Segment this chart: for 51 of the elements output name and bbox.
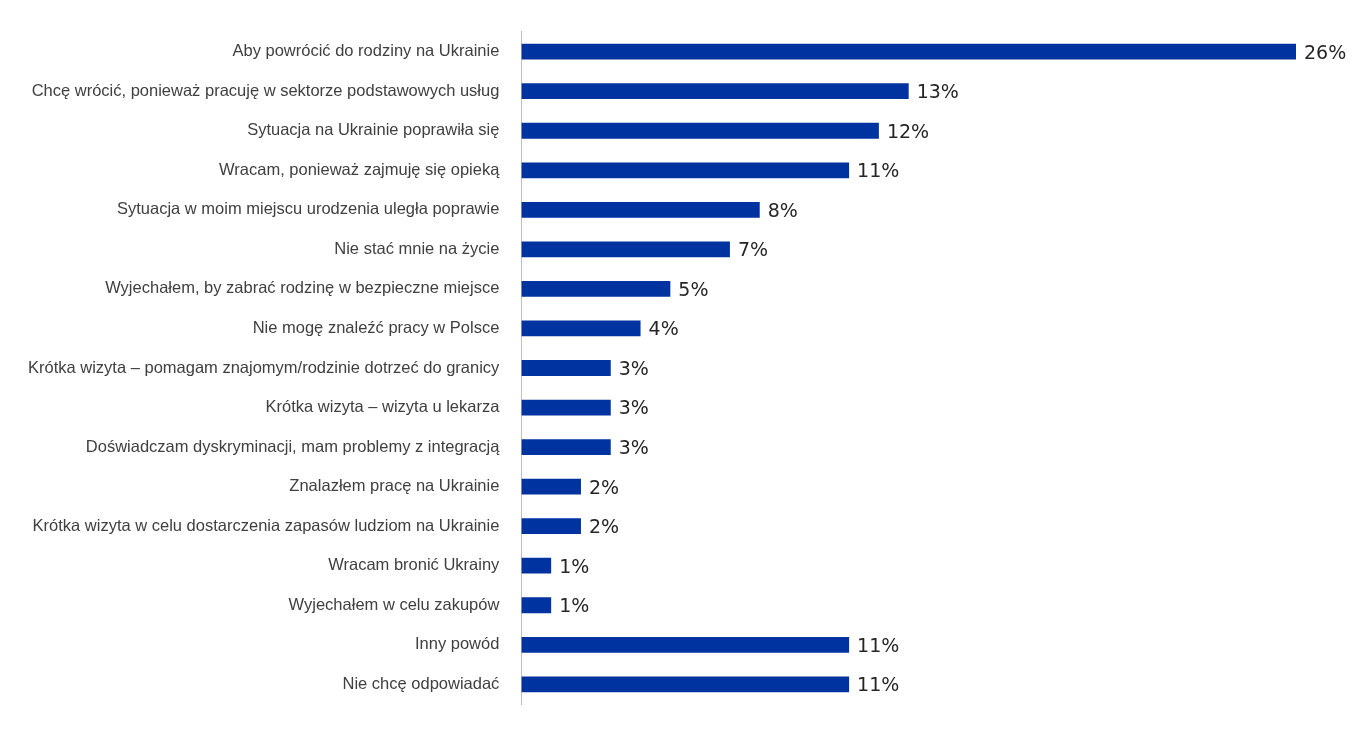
- data-label: 5%: [678, 277, 709, 300]
- y-tick-label: Nie chcę odpowiadać: [342, 673, 500, 692]
- data-label: 2%: [588, 475, 620, 498]
- bar: [521, 43, 1296, 60]
- bar: [521, 518, 581, 535]
- data-label: 11%: [857, 673, 900, 696]
- y-tick-label: Inny powód: [414, 634, 500, 653]
- bar: [521, 241, 730, 258]
- bar: [521, 83, 909, 100]
- y-tick-label: Wracam bronić Ukrainy: [328, 555, 501, 574]
- data-label: 1%: [559, 594, 590, 617]
- data-label: 8%: [767, 198, 798, 221]
- bar: [521, 281, 671, 297]
- data-label: 2%: [588, 515, 620, 538]
- y-tick-label: Sytuacja w moim miejscu urodzenia uległa poprawie: [116, 199, 500, 218]
- bar: [521, 320, 641, 337]
- bar: [521, 597, 552, 614]
- bar: [521, 162, 850, 179]
- bar: [521, 122, 879, 139]
- y-tick-label: Krótka wizyta – wizyta u lekarza: [265, 397, 501, 416]
- data-label: 3%: [618, 436, 649, 459]
- bar: [521, 201, 760, 218]
- y-tick-label: Doświadczam dyskryminacji, mam problemy z integracją: [85, 436, 501, 455]
- y-tick-label: Sytuacja na Ukrainie poprawiła się: [247, 120, 500, 139]
- y-tick-label: Znalazłem pracę na Ukrainie: [289, 476, 500, 495]
- y-tick-label: Nie mogę znaleźć pracy w Polsce: [252, 318, 500, 337]
- bar: [521, 478, 581, 495]
- y-tick-label: Aby powrócić do rodziny na Ukrainie: [232, 41, 500, 60]
- data-label: 3%: [618, 396, 649, 419]
- bar: [521, 636, 850, 653]
- y-tick-label: Krótka wizyta – pomagam znajomym/rodzinie dotrzeć do granicy: [27, 357, 501, 376]
- data-label: 12%: [886, 119, 930, 142]
- data-label: 11%: [857, 159, 900, 182]
- bar: [521, 360, 611, 376]
- y-tick-label: Krótka wizyta w celu dostarczenia zapasów ludziom na Ukrainie: [32, 515, 500, 534]
- y-tick-label: Chcę wrócić, ponieważ pracuję w sektorze podstawowych usług: [31, 80, 500, 99]
- data-label: 13%: [916, 80, 959, 103]
- bar: [521, 439, 611, 455]
- data-label: 1%: [559, 554, 590, 577]
- data-label: 4%: [648, 317, 679, 340]
- bar: [521, 676, 850, 693]
- y-tick-label: Wracam, ponieważ zajmuję się opieką: [219, 159, 501, 178]
- data-label: 7%: [737, 238, 769, 261]
- data-label: 11%: [857, 633, 900, 656]
- y-tick-label: Nie stać mnie na życie: [334, 238, 500, 257]
- data-label: 3%: [618, 356, 649, 379]
- bar: [521, 557, 552, 574]
- y-tick-label: Wyjechałem, by zabrać rodzinę w bezpieczne miejsce: [105, 278, 500, 297]
- data-label: 26%: [1304, 40, 1347, 63]
- bar: [521, 399, 611, 416]
- y-tick-label: Wyjechałem w celu zakupów: [288, 594, 500, 613]
